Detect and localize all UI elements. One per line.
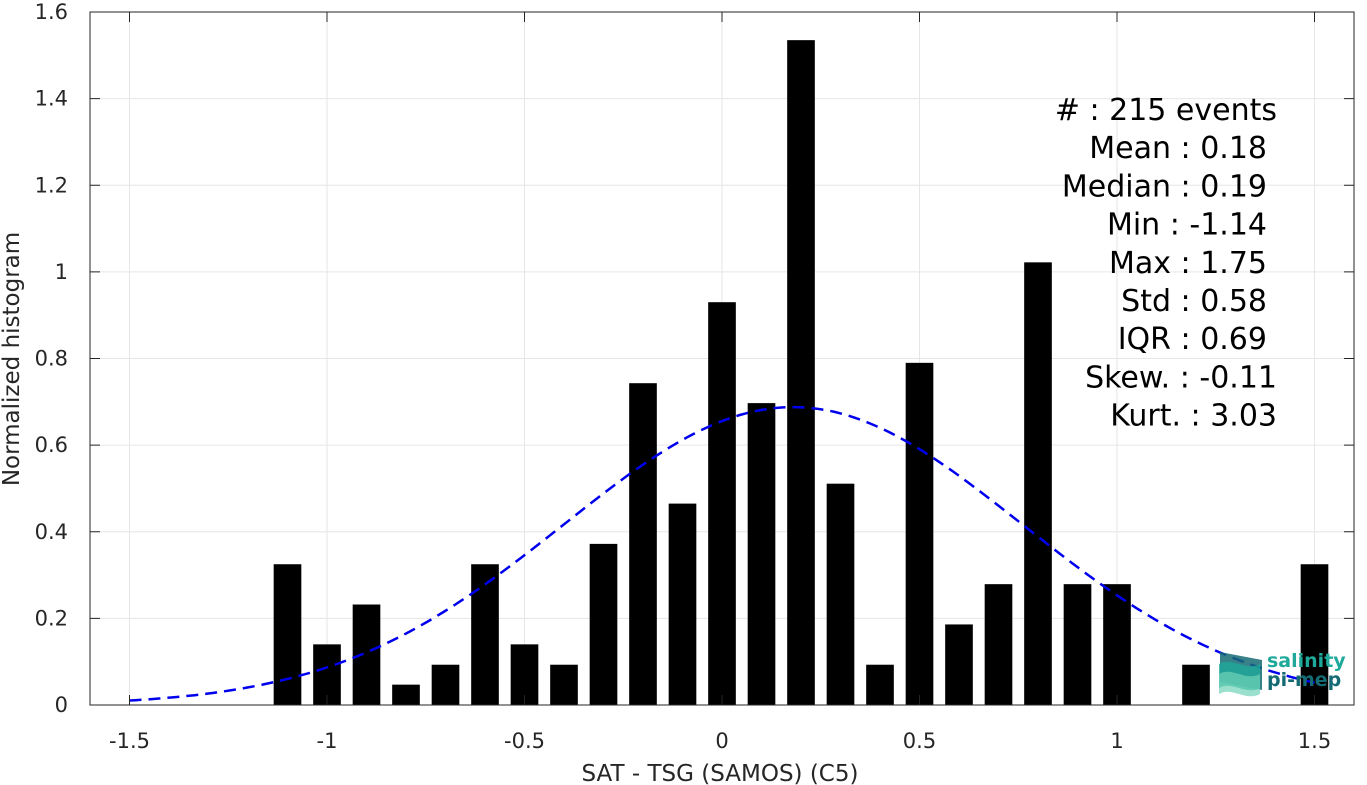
histogram-bar — [747, 403, 776, 705]
histogram-bar — [1024, 262, 1052, 705]
histogram-bar — [392, 684, 420, 705]
x-tick-label: 1 — [1110, 729, 1123, 753]
y-tick-labels: 0 0.2 0.4 0.6 0.8 1 1.2 1.4 1.6 — [35, 0, 68, 717]
gaussian-fit — [129, 405, 1315, 702]
x-tick-label: 0 — [715, 729, 728, 753]
x-axis-label: SAT - TSG (SAMOS) (C5) — [582, 761, 859, 785]
histogram-bar — [945, 624, 973, 705]
stats-line: Min : -1.14 — [1107, 208, 1267, 243]
histogram-bar — [905, 362, 934, 705]
stats-line: Kurt. : 3.03 — [1110, 399, 1277, 434]
histogram-bar — [352, 604, 381, 705]
histogram-bar — [471, 564, 499, 705]
logo-line-2: pi-mep — [1267, 669, 1341, 691]
histogram-bar — [629, 383, 657, 705]
histogram-bar — [313, 644, 341, 705]
x-tick-label: 0.5 — [903, 729, 936, 753]
y-tick-label: 1.4 — [35, 87, 68, 111]
histogram-bar — [550, 664, 578, 705]
histogram-bar — [1103, 584, 1131, 705]
grid-lines — [90, 11, 1354, 706]
histogram-bar — [273, 564, 302, 705]
histogram-bar — [826, 483, 855, 705]
x-tick-labels: -1.5 -1 -0.5 0 0.5 1 1.5 — [109, 729, 1331, 753]
histogram-bar — [668, 503, 697, 705]
x-tick-label: 1.5 — [1298, 729, 1331, 753]
y-tick-label: 0.2 — [35, 606, 68, 630]
y-tick-label: 1.6 — [35, 0, 68, 24]
y-tick-label: 0.8 — [35, 347, 68, 371]
histogram-bar — [589, 543, 618, 705]
histogram-bars — [273, 40, 1329, 705]
stats-line: Median : 0.19 — [1062, 169, 1267, 204]
histogram-bar — [1063, 584, 1092, 705]
logo-line-1: salinity — [1267, 650, 1346, 672]
x-tick-label: -1.5 — [109, 729, 150, 753]
histogram-bar — [431, 664, 460, 705]
y-tick-label: 0.4 — [35, 520, 68, 544]
histogram-bar — [787, 40, 815, 705]
histogram-bar — [866, 664, 894, 705]
fit-curve-line — [129, 405, 1315, 702]
x-tick-label: -0.5 — [504, 729, 545, 753]
histogram-bar — [708, 302, 736, 705]
y-tick-label: 0.6 — [35, 433, 68, 457]
y-tick-label: 1 — [55, 260, 68, 284]
x-tick-label: -1 — [317, 729, 338, 753]
stats-line: Max : 1.75 — [1109, 246, 1267, 281]
y-tick-label: 0 — [55, 693, 68, 717]
axis-ticks — [90, 11, 1354, 706]
stats-line: Mean : 0.18 — [1089, 131, 1267, 166]
stats-line: Skew. : -0.11 — [1085, 360, 1277, 395]
histogram-bar — [510, 644, 539, 705]
salinity-pi-mep-logo: salinity pi-mep — [1219, 650, 1346, 697]
stats-line: Std : 0.58 — [1121, 284, 1267, 319]
stats-line: # : 215 events — [1055, 93, 1277, 128]
histogram-bar — [984, 584, 1013, 705]
y-axis-label: Normalized histogram — [0, 232, 25, 486]
y-tick-label: 1.2 — [35, 173, 68, 197]
histogram-bar — [1182, 664, 1210, 705]
waves-icon — [1219, 652, 1262, 697]
stats-line: IQR : 0.69 — [1118, 322, 1267, 357]
